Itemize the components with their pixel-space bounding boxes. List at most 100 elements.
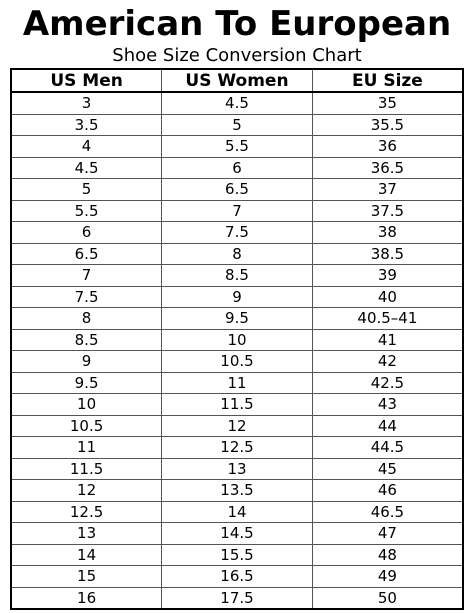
table-cell: 17.5 bbox=[161, 586, 313, 610]
table-row: 6.5 8 38.5 bbox=[10, 242, 464, 265]
table-cell: 15 bbox=[10, 565, 163, 588]
column-header: US Women bbox=[161, 68, 313, 93]
table-cell: 10 bbox=[10, 393, 163, 416]
table-row: 9.5 11 42.5 bbox=[10, 371, 464, 394]
table-cell: 15.5 bbox=[161, 543, 313, 566]
table-cell: 10.5 bbox=[10, 414, 163, 437]
table-cell: 41 bbox=[311, 328, 464, 351]
table-row: 8.5 10 41 bbox=[10, 328, 464, 351]
table-cell: 4.5 bbox=[10, 156, 163, 179]
table-cell: 11 bbox=[161, 371, 313, 394]
table-cell: 36.5 bbox=[311, 156, 464, 179]
table-row: 12 13.5 46 bbox=[10, 479, 464, 502]
table-cell: 7 bbox=[161, 199, 313, 222]
table-row: 14 15.5 48 bbox=[10, 543, 464, 566]
table-row: 3 4.5 35 bbox=[10, 91, 464, 115]
table-cell: 37.5 bbox=[311, 199, 464, 222]
table-row: 7.5 9 40 bbox=[10, 285, 464, 308]
table-cell: 47 bbox=[311, 522, 464, 545]
table-body: 3 4.5 35 3.5 5 35.5 4 5.5 36 4.5 6 36.5 5 6.5 37 5.5 7 37… bbox=[10, 91, 464, 610]
table-header: US Men US Women EU Size bbox=[10, 68, 464, 93]
table-cell: 10 bbox=[161, 328, 313, 351]
table-cell: 5 bbox=[161, 113, 313, 136]
table-cell: 50 bbox=[311, 586, 464, 610]
column-header: US Men bbox=[10, 68, 163, 93]
table-cell: 40.5–41 bbox=[311, 307, 464, 330]
table-cell: 14 bbox=[10, 543, 163, 566]
table-cell: 5.5 bbox=[161, 135, 313, 158]
table-cell: 12.5 bbox=[161, 436, 313, 459]
table-cell: 42.5 bbox=[311, 371, 464, 394]
table-row: 10 11.5 43 bbox=[10, 393, 464, 416]
table-cell: 3 bbox=[10, 91, 163, 115]
table-cell: 44.5 bbox=[311, 436, 464, 459]
table-cell: 11 bbox=[10, 436, 163, 459]
table-cell: 12 bbox=[161, 414, 313, 437]
table-cell: 16 bbox=[10, 586, 163, 610]
table-cell: 42 bbox=[311, 350, 464, 373]
table-cell: 13 bbox=[10, 522, 163, 545]
table-cell: 13 bbox=[161, 457, 313, 480]
table-cell: 37 bbox=[311, 178, 464, 201]
table-cell: 43 bbox=[311, 393, 464, 416]
table-cell: 46.5 bbox=[311, 500, 464, 523]
table-cell: 38.5 bbox=[311, 242, 464, 265]
table-row: 4 5.5 36 bbox=[10, 135, 464, 158]
table-cell: 11.5 bbox=[161, 393, 313, 416]
table-cell: 4 bbox=[10, 135, 163, 158]
table-cell: 9.5 bbox=[161, 307, 313, 330]
table-cell: 7 bbox=[10, 264, 163, 287]
table-cell: 4.5 bbox=[161, 91, 313, 115]
table-cell: 11.5 bbox=[10, 457, 163, 480]
table-row: 5.5 7 37.5 bbox=[10, 199, 464, 222]
table-cell: 35.5 bbox=[311, 113, 464, 136]
table-cell: 3.5 bbox=[10, 113, 163, 136]
table-cell: 48 bbox=[311, 543, 464, 566]
table-cell: 38 bbox=[311, 221, 464, 244]
table-cell: 49 bbox=[311, 565, 464, 588]
table-cell: 40 bbox=[311, 285, 464, 308]
table-row: 7 8.5 39 bbox=[10, 264, 464, 287]
table-cell: 10.5 bbox=[161, 350, 313, 373]
header-row: US Men US Women EU Size bbox=[10, 68, 464, 93]
table-cell: 12 bbox=[10, 479, 163, 502]
table-cell: 35 bbox=[311, 91, 464, 115]
table-cell: 8.5 bbox=[10, 328, 163, 351]
table-cell: 5 bbox=[10, 178, 163, 201]
table-cell: 7.5 bbox=[161, 221, 313, 244]
table-cell: 6.5 bbox=[10, 242, 163, 265]
column-header: EU Size bbox=[311, 68, 464, 93]
table-cell: 5.5 bbox=[10, 199, 163, 222]
table-cell: 36 bbox=[311, 135, 464, 158]
table-cell: 14.5 bbox=[161, 522, 313, 545]
title: American To European bbox=[22, 4, 452, 44]
table-row: 10.5 12 44 bbox=[10, 414, 464, 437]
table-row: 13 14.5 47 bbox=[10, 522, 464, 545]
table-row: 9 10.5 42 bbox=[10, 350, 464, 373]
table-row: 4.5 6 36.5 bbox=[10, 156, 464, 179]
table-cell: 44 bbox=[311, 414, 464, 437]
subtitle: Shoe Size Conversion Chart bbox=[112, 45, 362, 66]
table-row: 16 17.5 50 bbox=[10, 586, 464, 610]
table-cell: 16.5 bbox=[161, 565, 313, 588]
table-cell: 14 bbox=[161, 500, 313, 523]
table-row: 3.5 5 35.5 bbox=[10, 113, 464, 136]
table-row: 11 12.5 44.5 bbox=[10, 436, 464, 459]
table-cell: 9 bbox=[161, 285, 313, 308]
table-cell: 13.5 bbox=[161, 479, 313, 502]
table-cell: 9 bbox=[10, 350, 163, 373]
conversion-table: US Men US Women EU Size 3 4.5 35 3.5 5 35.5 4 5.5… bbox=[10, 68, 464, 610]
table-cell: 8 bbox=[161, 242, 313, 265]
table-cell: 9.5 bbox=[10, 371, 163, 394]
table-cell: 45 bbox=[311, 457, 464, 480]
table-row: 5 6.5 37 bbox=[10, 178, 464, 201]
table-cell: 6 bbox=[161, 156, 313, 179]
table-row: 8 9.5 40.5–41 bbox=[10, 307, 464, 330]
table-cell: 8.5 bbox=[161, 264, 313, 287]
table-cell: 6 bbox=[10, 221, 163, 244]
table-row: 15 16.5 49 bbox=[10, 565, 464, 588]
table-cell: 39 bbox=[311, 264, 464, 287]
table-cell: 7.5 bbox=[10, 285, 163, 308]
table-cell: 46 bbox=[311, 479, 464, 502]
